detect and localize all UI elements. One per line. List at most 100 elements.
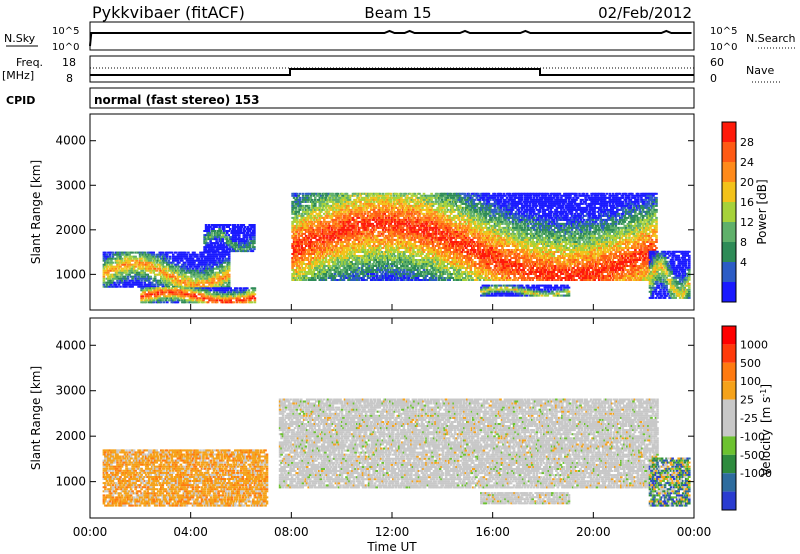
- echo-cell: [212, 263, 216, 266]
- echo-cell: [412, 245, 415, 247]
- echo-cell: [155, 265, 158, 268]
- echo-cell: [214, 253, 217, 256]
- echo-cell: [138, 265, 142, 268]
- echo-cell: [158, 297, 162, 300]
- echo-cell: [190, 275, 193, 278]
- echo-cell: [140, 263, 143, 266]
- echo-cell: [203, 271, 207, 274]
- echo-cell: [215, 271, 219, 274]
- echo-cell: [218, 248, 221, 251]
- echo-cell: [377, 194, 380, 197]
- echo-cell: [363, 253, 367, 255]
- echo-cell: [398, 228, 402, 231]
- echo-cell: [419, 241, 423, 243]
- echo-cell: [169, 281, 172, 284]
- echo-cell: [318, 267, 322, 269]
- echo-cell: [307, 273, 311, 275]
- echo-cell: [303, 255, 306, 257]
- echo-cell: [163, 285, 166, 288]
- echo-cell: [117, 281, 121, 284]
- echo-cell: [182, 295, 186, 298]
- echo-cell: [301, 263, 305, 265]
- echo-cell: [392, 247, 396, 249]
- echo-cell: [298, 279, 302, 281]
- echo-cell: [230, 293, 234, 296]
- echo-cell: [175, 285, 178, 288]
- echo-cell: [321, 277, 325, 279]
- echo-cell: [315, 261, 319, 263]
- echo-cell: [211, 285, 214, 288]
- echo-cell: [403, 271, 406, 273]
- echo-cell: [224, 287, 228, 290]
- echo-cell: [398, 204, 402, 207]
- echo-cell: [371, 202, 374, 205]
- echo-cell: [416, 236, 420, 239]
- echo-cell: [297, 232, 300, 235]
- echo-cell: [318, 202, 322, 205]
- echo-cell: [193, 297, 196, 300]
- echo-cell: [169, 251, 172, 254]
- echo-cell: [169, 297, 172, 300]
- echo-cell: [332, 202, 335, 205]
- echo-cell: [175, 289, 178, 292]
- echo-cell: [169, 267, 172, 270]
- echo-cell: [191, 283, 195, 286]
- echo-cell: [357, 279, 361, 281]
- echo-cell: [163, 257, 166, 260]
- echo-cell: [248, 244, 252, 247]
- echo-cell: [314, 249, 317, 251]
- echo-cell: [413, 238, 417, 241]
- echo-cell: [221, 236, 224, 239]
- echo-cell: [383, 208, 386, 211]
- echo-cell: [366, 245, 370, 247]
- echo-cell: [204, 230, 208, 232]
- echo-cell: [353, 222, 356, 225]
- echo-cell: [301, 279, 305, 281]
- echo-cell: [324, 194, 328, 197]
- echo-cell: [375, 224, 379, 227]
- echo-cell: [406, 259, 409, 261]
- echo-cell: [357, 238, 361, 241]
- echo-cell: [395, 224, 399, 227]
- echo-cell: [418, 249, 421, 251]
- echo-cell: [175, 293, 178, 296]
- echo-cell: [300, 228, 303, 231]
- echo-cell: [105, 255, 109, 258]
- echo-cell: [388, 198, 391, 201]
- echo-cell: [391, 249, 394, 251]
- echo-cell: [111, 273, 115, 276]
- echo-cell: [303, 222, 306, 225]
- echo-cell: [220, 267, 223, 270]
- echo-cell: [202, 287, 205, 290]
- echo-cell: [105, 283, 109, 286]
- echo-cell: [342, 194, 346, 197]
- echo-cell: [409, 232, 412, 235]
- echo-cell: [105, 265, 109, 268]
- echo-cell: [173, 279, 177, 282]
- echo-cell: [300, 241, 303, 243]
- echo-cell: [320, 220, 323, 223]
- echo-cell: [330, 269, 334, 271]
- echo-cell: [155, 281, 158, 284]
- echo-cell: [117, 265, 121, 268]
- echo-cell: [200, 259, 204, 262]
- echo-cell: [389, 257, 393, 259]
- echo-cell: [247, 250, 250, 253]
- echo-cell: [413, 224, 417, 227]
- echo-cell: [300, 226, 303, 229]
- echo-cell: [332, 257, 335, 259]
- echo-cell: [303, 253, 306, 255]
- echo-cell: [388, 271, 391, 273]
- echo-cell: [200, 275, 204, 278]
- echo-cell: [380, 206, 383, 209]
- echo-cell: [166, 295, 169, 298]
- echo-cell: [203, 295, 207, 298]
- echo-cell: [388, 257, 391, 259]
- echo-cell: [200, 281, 204, 284]
- echo-cell: [406, 200, 409, 203]
- echo-cell: [323, 192, 326, 195]
- echo-cell: [163, 287, 166, 290]
- echo-cell: [294, 212, 297, 215]
- echo-region: [203, 224, 256, 253]
- echo-cell: [385, 277, 388, 279]
